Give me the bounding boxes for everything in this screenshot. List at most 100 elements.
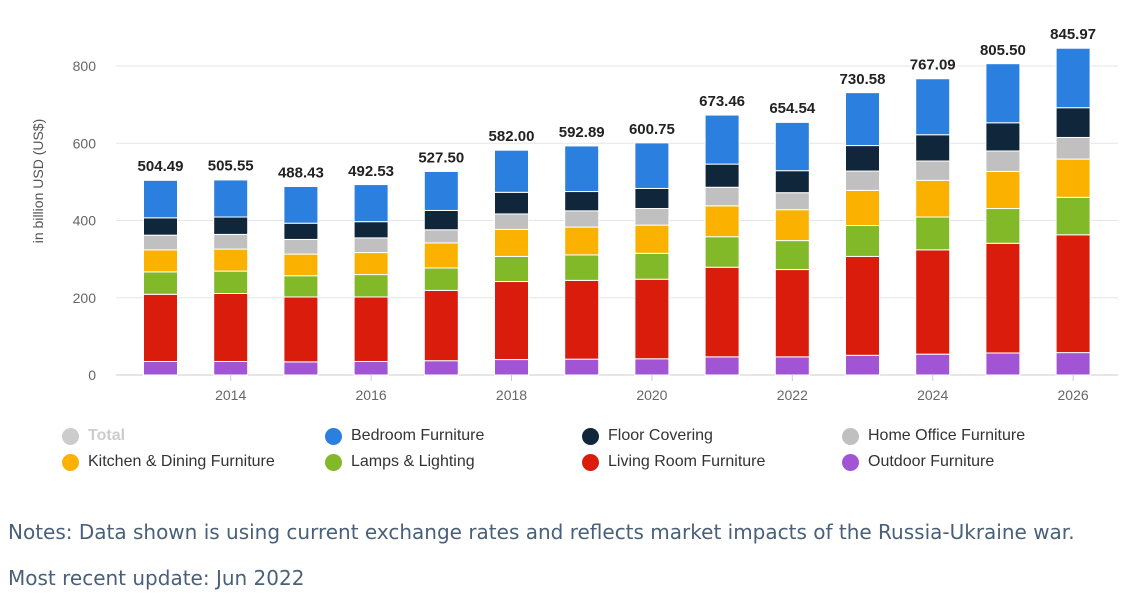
bar-segment-living-room-furniture [283, 296, 319, 363]
bar-segment-home-office-furniture [985, 150, 1021, 172]
legend-label: Total [88, 427, 126, 444]
x-tick-label: 2024 [917, 387, 948, 403]
bar-segment-kitchen-dining-furniture [143, 249, 178, 273]
bar-segment-bedroom-furniture [845, 92, 880, 147]
legend-item-lamps-lighting[interactable]: Lamps & Lighting [325, 453, 475, 471]
x-tick-label: 2014 [215, 387, 246, 403]
legend-marker-icon [325, 427, 342, 445]
y-tick-label: 200 [73, 290, 97, 306]
y-tick-label: 0 [88, 367, 96, 383]
bar-segment-lamps-lighting [1055, 196, 1091, 236]
bar-segment-living-room-furniture [704, 266, 740, 358]
bar-segment-lamps-lighting [774, 240, 810, 271]
bar-total-label: 492.53 [348, 163, 394, 180]
bar-segment-bedroom-furniture [564, 145, 600, 193]
bar-total-label: 805.50 [980, 42, 1026, 59]
bar-segment-outdoor-furniture [353, 360, 389, 376]
bar-segment-lamps-lighting [915, 216, 951, 251]
y-tick-label: 600 [73, 135, 97, 151]
bar-segment-living-room-furniture [634, 278, 670, 360]
bar-segment-bedroom-furniture [915, 78, 951, 136]
x-tick-label: 2026 [1058, 387, 1089, 403]
bar-segment-living-room-furniture [494, 281, 529, 361]
bar-segment-floor-covering [704, 163, 740, 188]
bar-segment-home-office-furniture [143, 234, 178, 251]
bar-total-label: 504.49 [138, 158, 184, 175]
bar-segment-home-office-furniture [704, 186, 740, 207]
legend-item-living-room-furniture[interactable]: Living Room Furniture [582, 453, 765, 471]
bar-segment-home-office-furniture [494, 213, 529, 230]
bar-segment-kitchen-dining-furniture [1055, 158, 1091, 198]
bar-total-label: 673.46 [699, 93, 745, 110]
bar-segment-floor-covering [283, 222, 319, 240]
bar-total-label: 592.89 [559, 124, 605, 141]
legend-item-home-office-furniture[interactable]: Home Office Furniture [842, 427, 1025, 445]
stacked-bar-chart: 0 200 400 600 800 in billion USD (US$) 504.49 5… [30, 26, 1118, 403]
legend-marker-icon [582, 427, 599, 445]
legend-label: Outdoor Furniture [868, 453, 995, 470]
chart-legend: Total Bedroom Furniture Floor Covering Home… [62, 424, 1112, 480]
bar-total-label: 654.54 [769, 100, 816, 117]
bar-segment-kitchen-dining-furniture [774, 209, 810, 242]
bar-segment-outdoor-furniture [774, 356, 810, 376]
bar-segment-outdoor-furniture [845, 354, 880, 376]
bar-segment-lamps-lighting [213, 270, 249, 295]
bar-segment-lamps-lighting [283, 275, 319, 298]
bar-total-label: 767.09 [910, 57, 956, 74]
bar-segment-bedroom-furniture [774, 121, 810, 172]
bar-segment-home-office-furniture [564, 210, 600, 228]
bar-segment-floor-covering [564, 191, 600, 212]
bar-segment-floor-covering [143, 217, 178, 236]
bar-segment-kitchen-dining-furniture [915, 179, 951, 218]
most-recent-update: Most recent update: Jun 2022 [8, 566, 305, 590]
bar-segment-home-office-furniture [915, 160, 951, 181]
bar-segment-outdoor-furniture [213, 360, 249, 376]
bar-segment-living-room-furniture [564, 279, 600, 360]
legend-marker-icon [62, 453, 79, 471]
bar-total-label: 488.43 [278, 164, 324, 181]
bar-segment-kitchen-dining-furniture [564, 226, 600, 256]
x-tick-label: 2016 [356, 387, 387, 403]
legend-item-bedroom-furniture[interactable]: Bedroom Furniture [325, 427, 484, 445]
bar-segment-outdoor-furniture [915, 353, 951, 376]
legend-item-total[interactable]: Total [62, 427, 125, 445]
legend-item-kitchen-dining-furniture[interactable]: Kitchen & Dining Furniture [62, 453, 275, 471]
legend-label: Living Room Furniture [608, 453, 766, 470]
x-tick-label: 2018 [496, 387, 527, 403]
y-tick-label: 400 [73, 213, 97, 229]
bar-segment-lamps-lighting [985, 208, 1021, 244]
legend-label: Kitchen & Dining Furniture [88, 453, 275, 470]
bar-segment-outdoor-furniture [1055, 352, 1091, 376]
bar-segment-outdoor-furniture [704, 356, 740, 376]
bar-segment-home-office-furniture [1055, 136, 1091, 160]
x-tick-label: 2020 [636, 387, 667, 403]
bar-segment-living-room-furniture [915, 249, 951, 355]
bar-segment-lamps-lighting [353, 274, 389, 298]
bar-segment-bedroom-furniture [1055, 47, 1091, 109]
y-tick-label: 800 [73, 58, 97, 74]
bar-segment-lamps-lighting [143, 271, 178, 295]
bar-segment-bedroom-furniture [283, 186, 319, 224]
y-axis-title: in billion USD (US$) [30, 119, 46, 243]
bar-segment-kitchen-dining-furniture [985, 170, 1021, 210]
legend-marker-icon [842, 453, 859, 471]
bar-segment-kitchen-dining-furniture [353, 252, 389, 276]
bar-segment-living-room-furniture [1055, 234, 1091, 354]
bar-segment-outdoor-furniture [985, 352, 1021, 376]
legend-marker-icon [62, 427, 79, 445]
bar-segment-lamps-lighting [494, 255, 529, 283]
legend-item-floor-covering[interactable]: Floor Covering [582, 427, 713, 445]
bar-segment-bedroom-furniture [985, 63, 1021, 124]
bar-segment-lamps-lighting [423, 267, 459, 291]
bar-segment-kitchen-dining-furniture [283, 253, 319, 277]
legend-label: Floor Covering [608, 427, 713, 444]
bar-segment-floor-covering [774, 170, 810, 194]
legend-item-outdoor-furniture[interactable]: Outdoor Furniture [842, 453, 994, 471]
legend-marker-icon [325, 453, 342, 471]
bar-segment-home-office-furniture [283, 238, 319, 255]
chart-notes: Notes: Data shown is using current excha… [8, 520, 1075, 544]
legend-label: Bedroom Furniture [351, 427, 485, 444]
bar-segment-floor-covering [845, 145, 880, 172]
bar-segment-kitchen-dining-furniture [704, 205, 740, 238]
bar-segment-outdoor-furniture [143, 360, 178, 376]
